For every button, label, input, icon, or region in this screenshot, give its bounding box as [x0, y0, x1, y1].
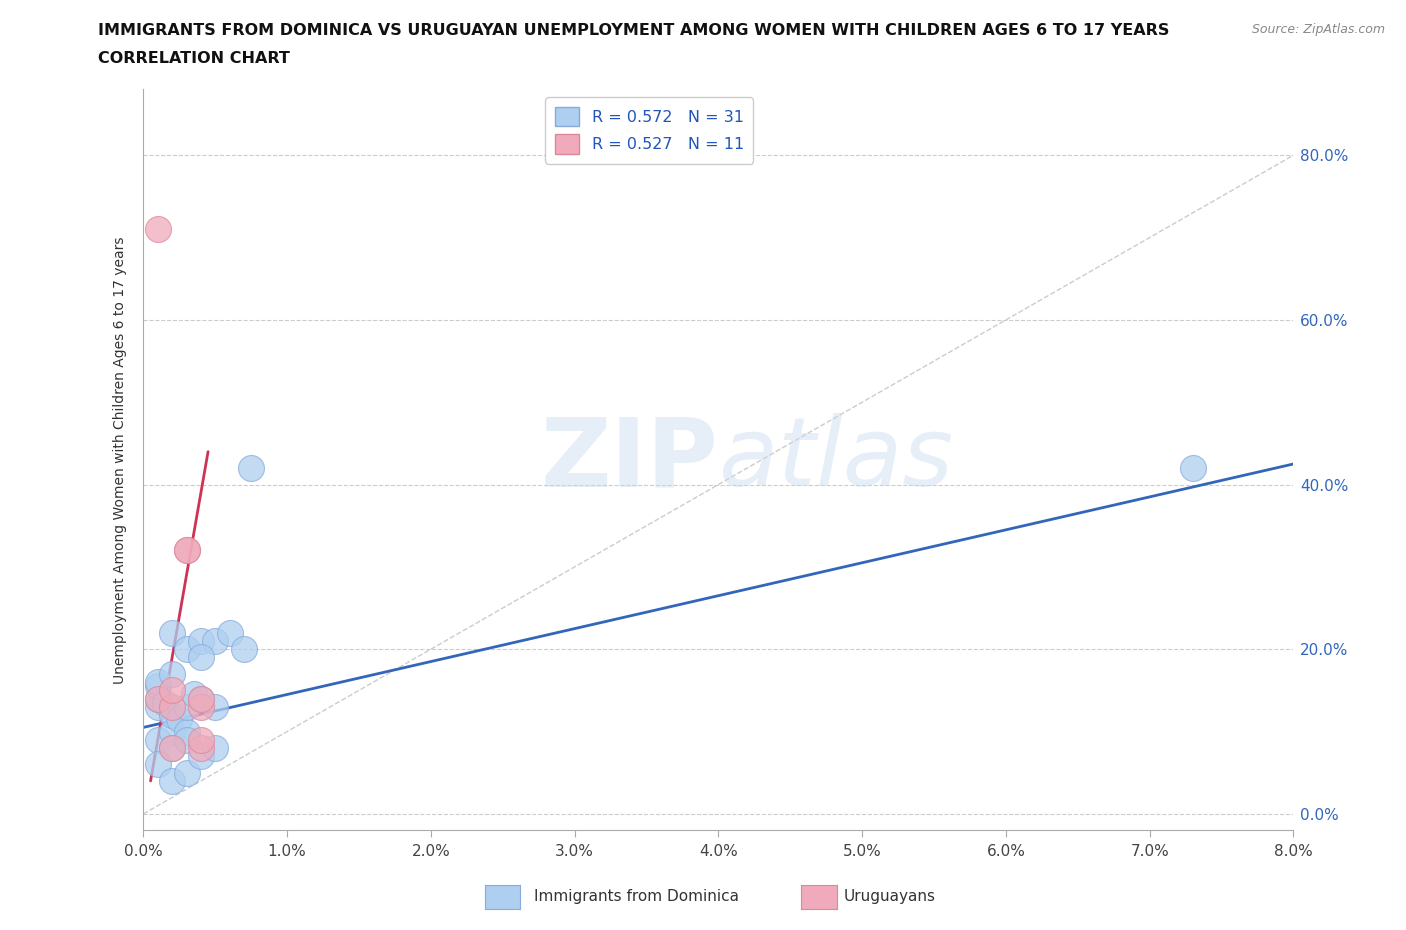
Point: [153, 696, 176, 711]
Text: Source: ZipAtlas.com: Source: ZipAtlas.com: [1251, 23, 1385, 36]
Point: [1181, 460, 1204, 475]
Point: [190, 740, 212, 755]
Point: [176, 543, 198, 558]
Point: [160, 667, 183, 682]
Point: [176, 543, 198, 558]
Point: [176, 724, 198, 739]
Point: [190, 749, 212, 764]
Point: [146, 691, 169, 706]
Point: [169, 711, 191, 726]
Point: [190, 650, 212, 665]
Point: [160, 708, 183, 723]
Point: [160, 683, 183, 698]
Point: [176, 765, 198, 780]
Text: IMMIGRANTS FROM DOMINICA VS URUGUAYAN UNEMPLOYMENT AMONG WOMEN WITH CHILDREN AGE: IMMIGRANTS FROM DOMINICA VS URUGUAYAN UN…: [98, 23, 1170, 38]
Text: Immigrants from Dominica: Immigrants from Dominica: [534, 889, 740, 904]
Point: [146, 222, 169, 237]
Point: [160, 625, 183, 640]
Point: [160, 740, 183, 755]
Point: [190, 691, 212, 706]
Point: [176, 699, 198, 714]
Point: [218, 625, 240, 640]
Point: [160, 724, 183, 739]
Text: Uruguayans: Uruguayans: [844, 889, 935, 904]
Point: [204, 740, 226, 755]
Point: [204, 633, 226, 648]
Point: [190, 732, 212, 747]
Point: [146, 732, 169, 747]
Text: atlas: atlas: [718, 413, 953, 506]
Point: [146, 699, 169, 714]
Point: [176, 732, 198, 747]
Legend: R = 0.572   N = 31, R = 0.527   N = 11: R = 0.572 N = 31, R = 0.527 N = 11: [546, 98, 754, 164]
Point: [183, 687, 205, 702]
Point: [233, 642, 256, 657]
Text: ZIP: ZIP: [540, 413, 718, 506]
Point: [190, 633, 212, 648]
Y-axis label: Unemployment Among Women with Children Ages 6 to 17 years: Unemployment Among Women with Children A…: [114, 236, 128, 684]
Point: [190, 691, 212, 706]
Point: [146, 674, 169, 689]
Point: [160, 774, 183, 789]
Text: CORRELATION CHART: CORRELATION CHART: [98, 51, 290, 66]
Point: [146, 691, 169, 706]
Point: [204, 699, 226, 714]
Point: [176, 642, 198, 657]
Point: [190, 699, 212, 714]
Point: [160, 699, 183, 714]
Point: [240, 460, 263, 475]
Point: [160, 740, 183, 755]
Point: [146, 679, 169, 694]
Point: [146, 757, 169, 772]
